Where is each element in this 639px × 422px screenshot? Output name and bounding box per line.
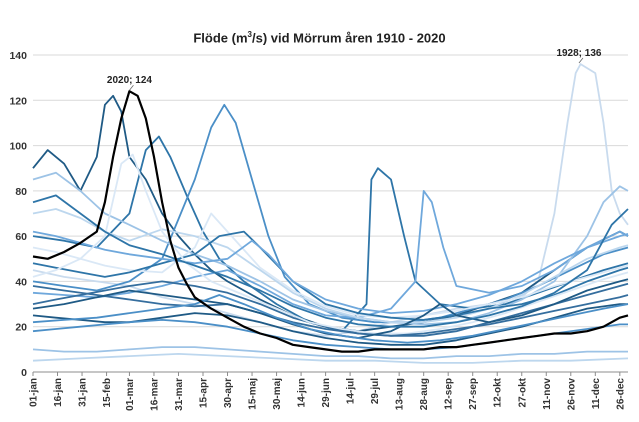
x-tick-label: 15-apr	[199, 378, 210, 408]
series-line-yr-p	[32, 285, 629, 337]
chart-title-pre: Flöde (m	[193, 30, 248, 46]
x-tick-label: 30-maj	[272, 378, 283, 410]
x-tick-label: 27-okt	[517, 377, 528, 407]
y-axis: 0 20 40 60 80 100 120 140	[9, 50, 27, 379]
y-tick-label: 0	[21, 367, 27, 379]
x-tick-label: 16-jan	[53, 378, 64, 407]
x-tick-label: 11-nov	[542, 378, 553, 410]
x-axis: 01-jan 16-jan 31-jan 15-feb 01-mar 16-mar 31-m…	[29, 371, 628, 411]
x-tick-label: 31-jan	[78, 378, 89, 407]
series-line-1928	[32, 63, 629, 337]
series-line-yr-g	[32, 212, 629, 319]
series-line-yr-a	[32, 94, 629, 333]
y-tick-label: 20	[15, 322, 27, 334]
x-tick-label: 14-jun	[297, 378, 308, 407]
x-tick-label: 27-sep	[468, 378, 479, 410]
x-tick-label: 30-apr	[223, 378, 234, 408]
x-tick-label: 16-mar	[149, 378, 160, 411]
y-tick-label: 40	[15, 276, 27, 288]
x-tick-label: 11-dec	[591, 378, 602, 410]
series-line-yr-s	[32, 294, 629, 344]
x-tick-label: 29-jul	[370, 378, 381, 404]
annotation-label: 1928; 136	[556, 48, 601, 59]
x-tick-label: 29-jun	[321, 378, 332, 407]
series-group	[32, 63, 629, 364]
series-line-yr-m	[32, 346, 628, 360]
series-line-2020	[32, 90, 629, 353]
annotation-label: 2020; 124	[107, 75, 152, 86]
annotations: 2020; 124 1928; 136	[107, 48, 602, 91]
x-tick-label: 12-okt	[493, 377, 504, 407]
y-tick-label: 140	[9, 50, 27, 62]
x-tick-label: 31-mar	[174, 378, 185, 411]
x-tick-label: 15-feb	[102, 378, 113, 407]
series-line-yr-n	[32, 353, 629, 364]
annotation-leader	[578, 57, 584, 64]
x-tick-label: 28-aug	[419, 378, 430, 410]
chart-title-post: /s) vid Mörrum åren 1910 - 2020	[251, 30, 446, 46]
series-line-yr-f	[32, 208, 629, 324]
x-tick-label: 01-jan	[29, 378, 40, 407]
series-line-yr-o	[32, 153, 629, 335]
x-tick-label: 26-dec	[615, 378, 626, 410]
series-line-yr-l	[32, 230, 629, 314]
series-line-yr-e	[32, 171, 629, 326]
series-line-yr-r	[32, 194, 629, 328]
x-tick-label: 26-nov	[566, 378, 577, 411]
y-tick-label: 100	[9, 141, 27, 153]
series-line-yr-d	[32, 190, 629, 319]
x-tick-label: 01-mar	[125, 378, 136, 411]
y-tick-label: 80	[15, 186, 27, 198]
chart-title-superscript: 3	[247, 30, 252, 39]
chart-title: Flöde (m3/s) vid Mörrum åren 1910 - 2020	[0, 30, 639, 45]
x-tick-label: 15-maj	[248, 378, 259, 410]
x-tick-label: 14-jul	[346, 378, 357, 404]
x-tick-label: 12-sep	[444, 378, 455, 410]
y-tick-label: 60	[15, 231, 27, 243]
x-tick-label: 13-aug	[395, 378, 406, 410]
annotation-leader	[129, 84, 134, 91]
y-tick-label: 120	[9, 95, 27, 107]
